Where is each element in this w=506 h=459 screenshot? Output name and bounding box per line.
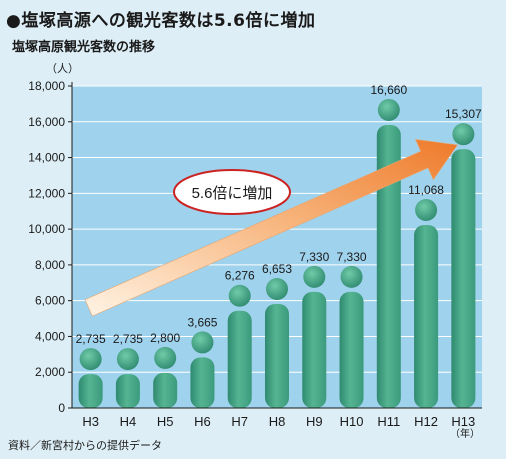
y-tick-label: 4,000 [35,329,65,343]
bar-head [116,348,139,371]
source-note: 資料／新宮村からの提供データ [8,439,162,452]
bar-head [79,348,102,371]
data-label: 2,800 [150,331,180,345]
bar [339,291,364,408]
y-tick-label: 12,000 [28,186,65,200]
data-label: 6,276 [225,269,255,283]
data-label: 7,330 [299,250,329,264]
bar [302,291,327,408]
x-tick-label: H5 [157,414,174,429]
data-label: 2,735 [76,332,106,346]
bar-head [340,265,363,288]
x-tick-label: H10 [340,414,364,429]
bar-head [228,284,251,307]
bar-head [452,123,475,146]
y-tick-label: 16,000 [28,115,65,129]
chart-subtitle: 塩塚高原観光客数の推移 [12,40,156,55]
trend-arrow [84,139,458,317]
page-title: ●塩塚高源への観光客数は5.6倍に増加 [6,11,316,31]
bar-head [154,346,177,369]
bar [227,310,252,408]
x-tick-label: H11 [377,414,400,429]
y-tick-label: 6,000 [35,294,65,308]
x-tick-label: H4 [120,414,137,429]
x-tick-label: H9 [306,414,323,429]
x-tick-label: H3 [82,414,99,429]
bar [115,374,140,408]
y-unit-label: （人） [46,62,79,75]
data-label: 3,665 [187,315,217,329]
data-label: 11,068 [408,183,444,197]
y-tick-label: 0 [58,401,65,415]
bar-head [377,98,400,121]
bar [376,124,401,409]
data-label: 6,653 [262,262,292,276]
bar-head [191,331,214,354]
x-tick-label: H6 [194,414,211,429]
bar [414,225,439,408]
y-tick-label: 14,000 [28,151,65,165]
y-tick-label: 18,000 [28,79,65,93]
y-tick-label: 2,000 [35,365,65,379]
x-tick-label: H12 [414,414,438,429]
x-unit-label: （年） [450,427,480,440]
bar-head [415,199,438,222]
bar-head [266,277,288,300]
x-tick-label: H8 [269,414,286,429]
bar [78,374,103,408]
y-tick-label: 10,000 [28,222,65,236]
bar [451,149,476,408]
callout-ring [173,169,291,215]
data-label: 7,330 [337,250,367,264]
bar [153,372,178,408]
callout: 5.6倍に増加 [173,169,291,215]
bar-head [303,265,326,288]
data-label: 2,735 [113,332,143,346]
callout-text: 5.6倍に増加 [192,185,273,202]
data-label: 15,307 [445,107,482,121]
x-tick-label: H7 [231,414,248,429]
x-tick-label: H13 [451,414,475,429]
bar [265,303,289,408]
data-label: 16,660 [370,83,407,97]
bar [190,357,215,408]
y-tick-label: 8,000 [35,258,65,272]
